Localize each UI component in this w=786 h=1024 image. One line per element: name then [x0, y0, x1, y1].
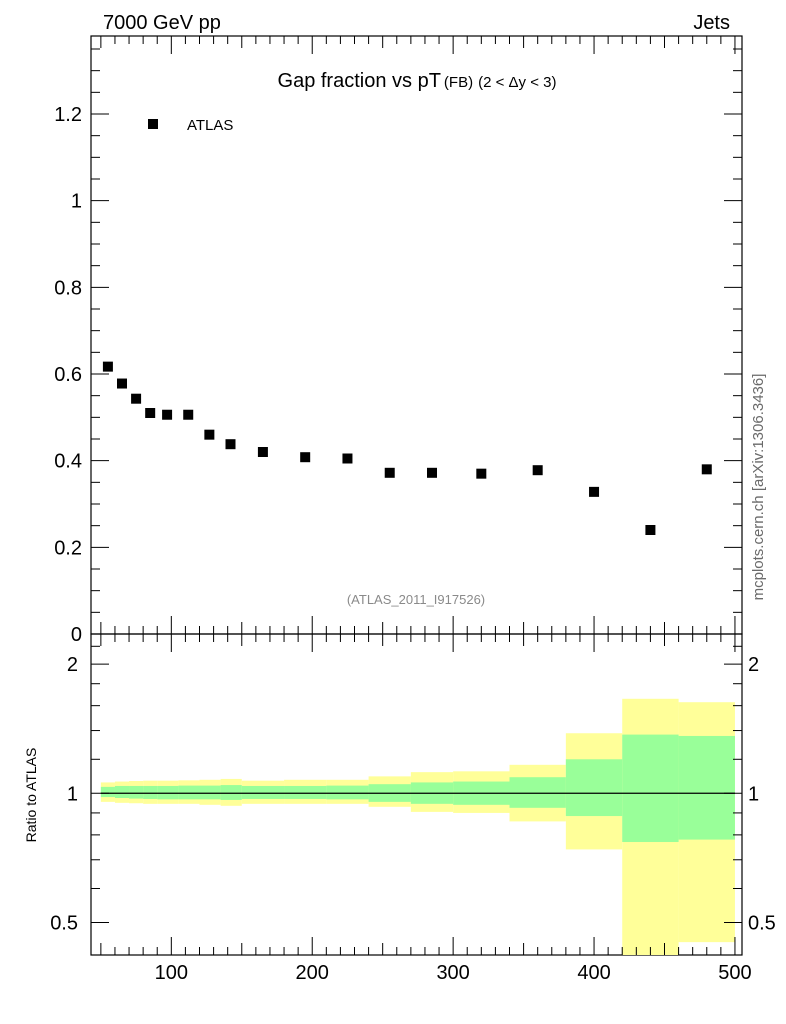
atlas-data-point	[384, 467, 395, 478]
atlas-data-points	[102, 361, 712, 535]
stat-uncertainty-band	[220, 785, 242, 800]
stat-uncertainty-band	[678, 735, 735, 840]
stat-uncertainty-band	[284, 785, 327, 799]
atlas-data-point	[117, 378, 127, 389]
atlas-data-point	[183, 409, 194, 420]
stat-uncertainty-band	[114, 785, 130, 799]
x-axis-ticks	[100, 36, 736, 955]
main-y-tick-label: 0	[71, 624, 82, 646]
stat-uncertainty-band	[326, 785, 369, 800]
ratio-y-tick-label-right: 1	[748, 783, 759, 805]
legend-label: ATLAS	[187, 117, 233, 134]
ratio-bands	[100, 698, 735, 955]
ratio-axis-ticks	[91, 645, 742, 923]
chart-title: Gap fraction vs pT (FB) (2 < Δy < 3)	[278, 70, 557, 92]
stat-uncertainty-band	[565, 759, 623, 817]
ratio-y-tick-labels: 0.5 0.5 1 1 2 2	[50, 654, 776, 934]
atlas-data-point	[342, 453, 353, 464]
x-tick-label: 200	[296, 962, 329, 984]
stat-uncertainty-band	[241, 785, 285, 799]
stat-uncertainty-band	[509, 777, 566, 808]
atlas-data-point	[131, 393, 142, 404]
stat-uncertainty-band	[143, 785, 158, 799]
atlas-data-point	[225, 439, 236, 450]
atlas-data-point	[145, 408, 156, 418]
atlas-data-point	[701, 464, 712, 475]
main-y-tick-label: 0.6	[54, 364, 82, 386]
main-y-tick-label: 0.4	[54, 451, 82, 473]
atlas-data-point	[427, 467, 437, 478]
ratio-y-tick-label-left: 1	[67, 783, 78, 805]
ratio-y-tick-label-right: 2	[748, 654, 759, 676]
x-tick-labels: 100 200 300 400 500	[155, 962, 752, 984]
analysis-id: (ATLAS_2011_I917526)	[347, 592, 485, 607]
title-sub-rapidity: (2 < Δy < 3)	[478, 74, 556, 91]
source-label: mcplots.cern.ch [arXiv:1306.3436]	[750, 374, 767, 601]
main-y-tick-label: 0.2	[54, 537, 82, 559]
stat-uncertainty-band	[100, 786, 115, 798]
ratio-panel-frame	[90, 633, 743, 956]
stat-uncertainty-band	[199, 785, 221, 800]
collision-energy-label: 7000 GeV pp	[103, 12, 221, 34]
ratio-y-tick-label-right: 0.5	[748, 912, 776, 934]
process-label: Jets	[693, 12, 730, 34]
atlas-data-point	[532, 465, 543, 476]
atlas-data-point	[204, 429, 215, 440]
x-tick-label: 400	[577, 962, 610, 984]
stat-uncertainty-band	[129, 785, 144, 799]
atlas-data-point	[645, 525, 656, 535]
atlas-data-point	[300, 452, 311, 463]
stat-uncertainty-band	[157, 785, 179, 800]
atlas-data-point	[476, 468, 487, 479]
title-main: Gap fraction vs pT	[278, 70, 441, 92]
atlas-data-point	[257, 447, 268, 457]
legend-marker	[148, 119, 158, 129]
main-y-tick-labels: 0 0.2 0.4 0.6 0.8 1 1.2	[54, 104, 82, 646]
atlas-data-point	[589, 486, 600, 497]
x-tick-label: 500	[718, 962, 751, 984]
x-tick-label: 100	[155, 962, 188, 984]
atlas-data-point	[102, 361, 113, 372]
stat-uncertainty-band	[622, 734, 679, 843]
ratio-y-tick-label-left: 2	[67, 654, 78, 676]
title-sub-fb: (FB)	[444, 74, 473, 91]
ratio-y-tick-label-left: 0.5	[50, 912, 78, 934]
x-tick-label: 300	[436, 962, 469, 984]
main-y-tick-label: 1	[71, 191, 82, 213]
main-y-tick-label: 0.8	[54, 277, 82, 299]
main-axis-ticks	[91, 48, 742, 635]
atlas-data-point	[162, 409, 173, 420]
main-y-tick-label: 1.2	[54, 104, 82, 126]
ratio-axis-label: Ratio to ATLAS	[23, 748, 39, 843]
stat-uncertainty-band	[178, 785, 200, 800]
